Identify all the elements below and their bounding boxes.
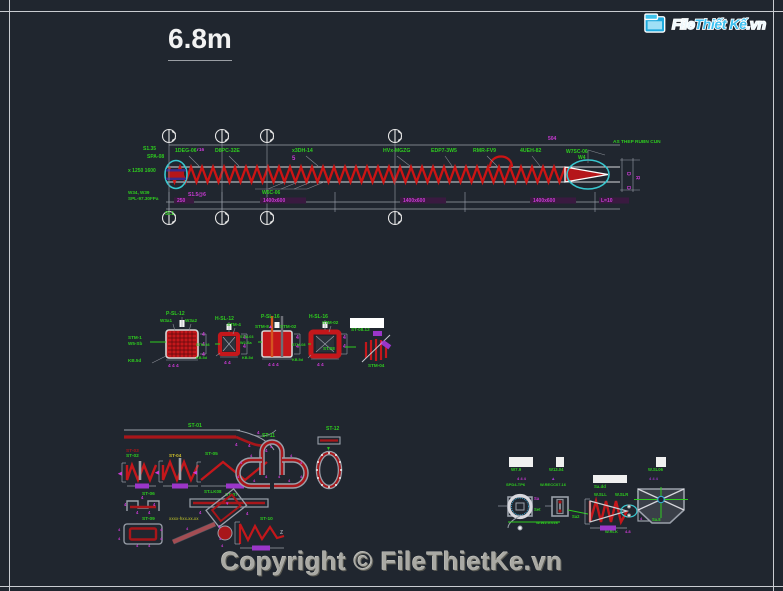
svg-text:SPD4-TP6: SPD4-TP6 <box>506 482 526 487</box>
svg-text:W7.9: W7.9 <box>511 467 522 472</box>
svg-text:Set: Set <box>534 507 541 512</box>
svg-text:W13.04: W13.04 <box>549 467 564 472</box>
svg-text:Sa2: Sa2 <box>572 514 580 519</box>
svg-text:4 4 4: 4 4 4 <box>649 476 659 481</box>
svg-text:Sa: Sa <box>534 496 540 501</box>
svg-text:▲: ▲ <box>551 476 555 481</box>
svg-text:W.RECC07.16: W.RECC07.16 <box>540 482 567 487</box>
svg-text:4.8: 4.8 <box>625 529 631 534</box>
svg-text:Sa.8: Sa.8 <box>652 517 661 522</box>
svg-text:W.SLL: W.SLL <box>594 492 607 497</box>
svg-text:W.RLK: W.RLK <box>605 529 618 534</box>
svg-text:W.SLR: W.SLR <box>615 492 628 497</box>
svg-text:W.W2.0.016: W.W2.0.016 <box>536 520 559 525</box>
svg-text:W.SL06: W.SL06 <box>648 467 664 472</box>
svg-text:4: 4 <box>640 516 643 521</box>
svg-text:4 4 4: 4 4 4 <box>517 476 527 481</box>
svg-text:Sa.dd: Sa.dd <box>594 484 606 489</box>
